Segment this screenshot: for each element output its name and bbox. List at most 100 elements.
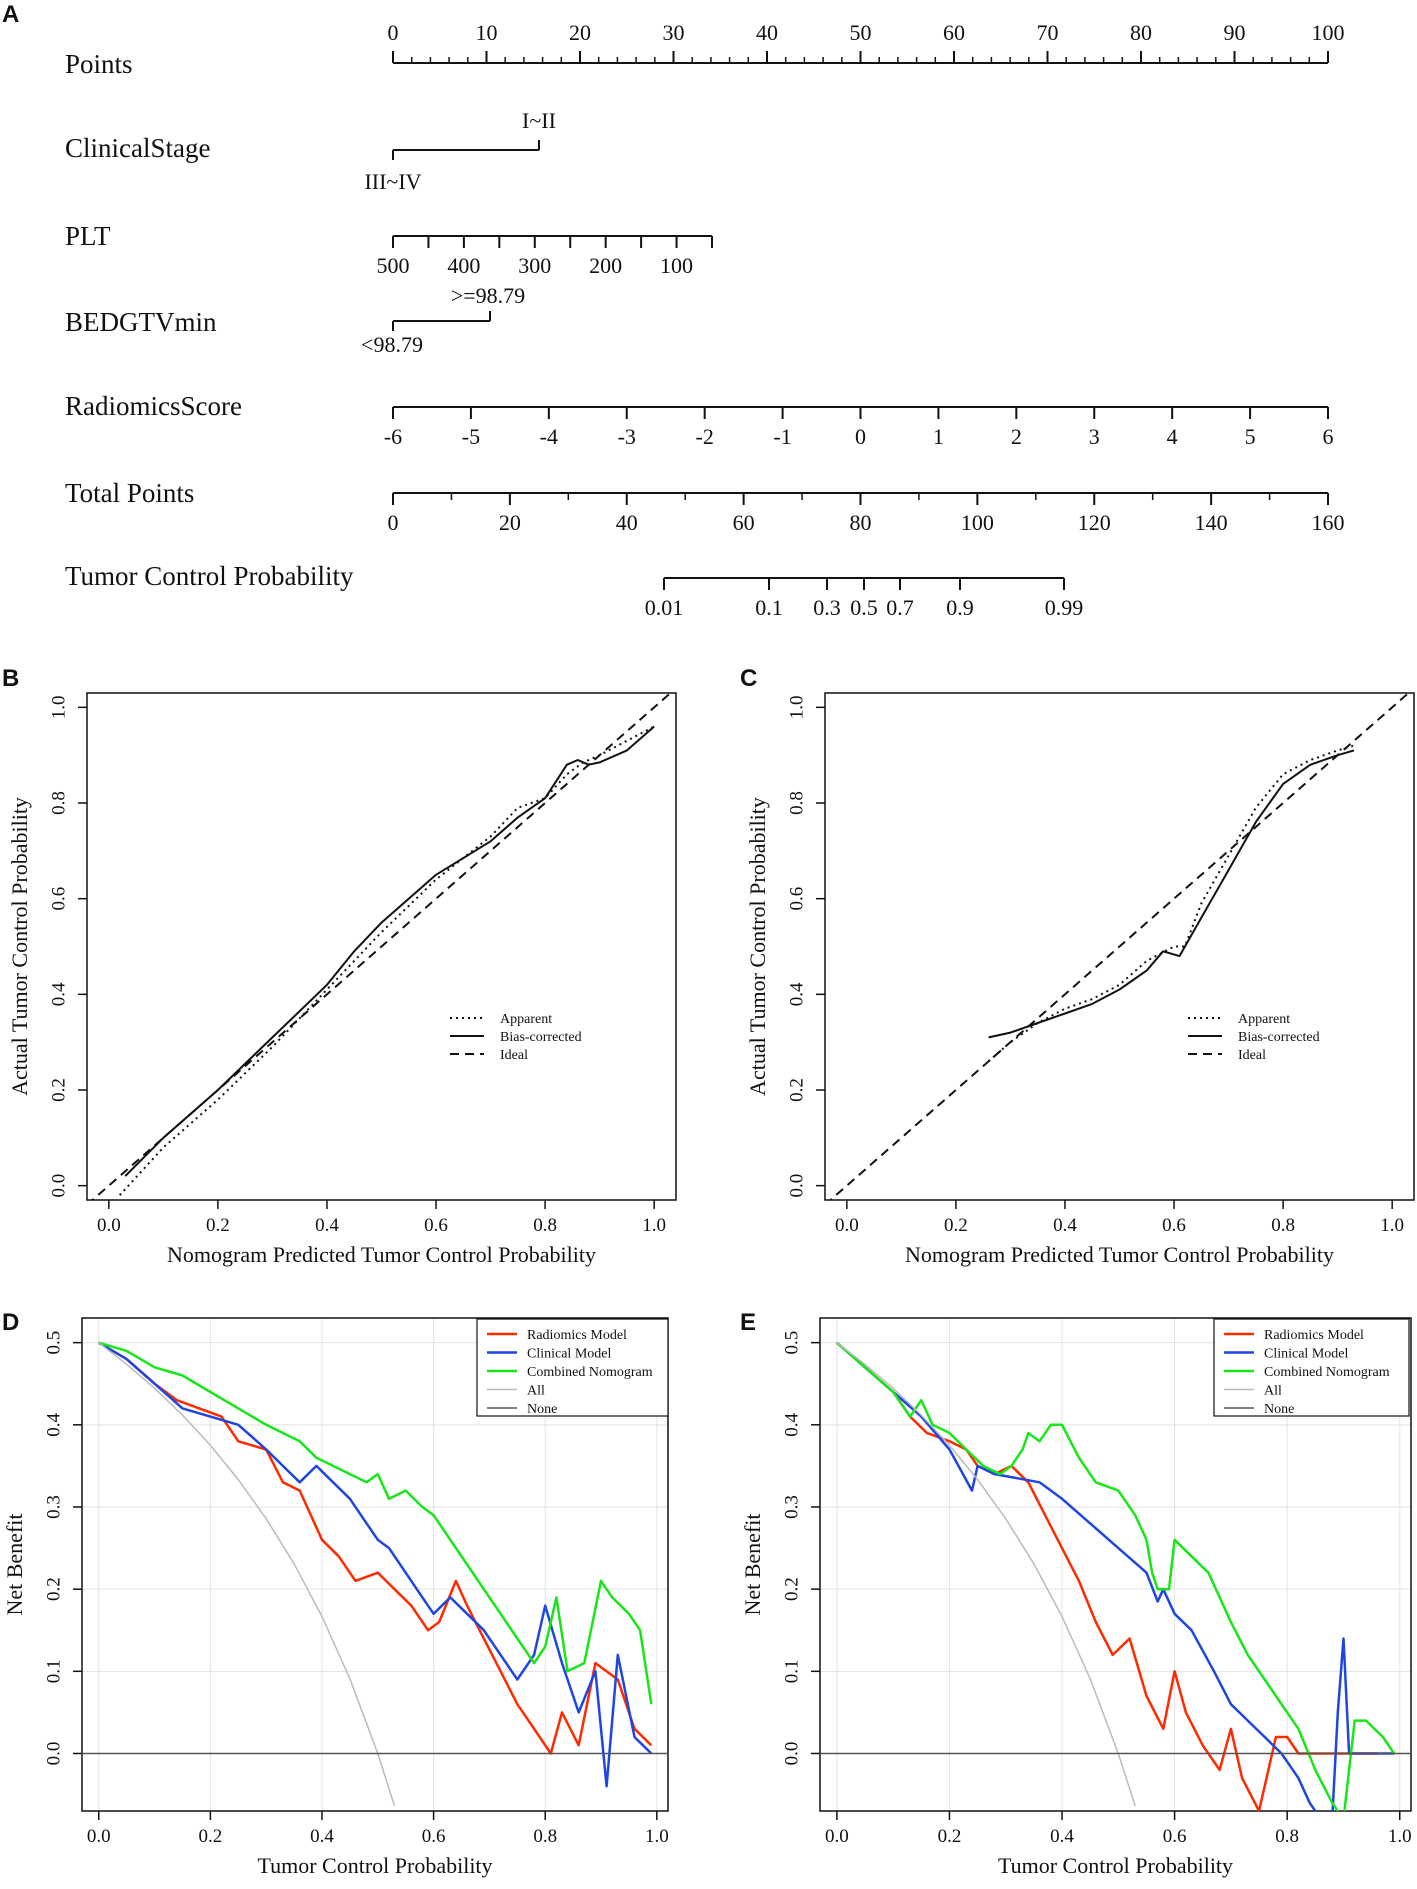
- y-tick-label-0-1: 0.1: [43, 1659, 64, 1683]
- x-tick-label-0-0: 0.0: [835, 1215, 859, 1236]
- points-scale: 0 10 20 30 40 50 60 70 80 90 100: [388, 20, 1345, 64]
- radiomics-score-tick-label-6: -6: [384, 424, 402, 449]
- y-tick-label-0-6: 0.6: [786, 887, 807, 911]
- radiomics-score-tick-label-5: 5: [1245, 424, 1256, 449]
- plt-scale: 500 400 300 200 100: [377, 235, 713, 278]
- total-points-tick-label-160: 160: [1312, 510, 1345, 535]
- x-tick-label-0-2: 0.2: [206, 1215, 230, 1236]
- tcp-tick-label-0-5: 0.5: [850, 595, 878, 620]
- legend-label-ideal: Ideal: [500, 1048, 528, 1063]
- total-points-tick-label-0: 0: [388, 510, 399, 535]
- x-tick-label-0-2: 0.2: [938, 1826, 962, 1847]
- x-tick-label-0-2: 0.2: [198, 1826, 222, 1847]
- x-tick-label-0-8: 0.8: [1271, 1215, 1295, 1236]
- row-label-tumor-control-probability: Tumor Control Probability: [65, 561, 354, 591]
- series-clinical-model: [836, 1341, 1395, 1811]
- x-tick-label-0-2: 0.2: [944, 1215, 968, 1236]
- series-clinical-model: [98, 1341, 653, 1788]
- radiomics-score-tick-label-5: -5: [462, 424, 480, 449]
- y-tick-label-0-8: 0.8: [48, 791, 69, 815]
- radiomics-score-scale: -6 -5 -4 -3 -2 -1 0 1 2 3 4 5 6: [384, 406, 1334, 449]
- series-ideal: [828, 693, 1411, 1200]
- plot-frame: [819, 1317, 1412, 1812]
- total-points-tick-label-20: 20: [499, 510, 521, 535]
- row-label-radiomics-score: RadiomicsScore: [65, 391, 242, 421]
- series-all: [98, 1342, 396, 1807]
- x-axis-title: Tumor Control Probability: [998, 1853, 1233, 1878]
- series-apparent: [118, 725, 655, 1196]
- tcp-tick-label-0-01: 0.01: [645, 595, 684, 620]
- y-axis-title: Actual Tumor Control Probability: [7, 797, 32, 1096]
- series-combined-nomogram: [836, 1341, 1396, 1811]
- decision-curve-training: 0.0 0.2 0.4 0.6 0.8 1.0 0.0 0.1 0.2 0.3 0.4 0.5 Tumo…: [2, 1317, 669, 1878]
- x-tick-label-0-6: 0.6: [1163, 1826, 1187, 1847]
- tcp-tick-label-0-9: 0.9: [946, 595, 974, 620]
- y-tick-label-1-0: 1.0: [786, 695, 807, 719]
- plot-area: [820, 1341, 1411, 1811]
- x-tick-label-0-4: 0.4: [310, 1826, 334, 1847]
- y-axis-title: Actual Tumor Control Probability: [745, 797, 770, 1096]
- panel-letter-a: A: [2, 1, 19, 28]
- clinical-stage-scale: I~II III~IV: [364, 108, 556, 194]
- legend-label-radiomics-model: Radiomics Model: [1264, 1328, 1364, 1343]
- y-axis-title: Net Benefit: [2, 1513, 27, 1615]
- points-tick-label-20: 20: [569, 20, 591, 45]
- calibration-plot-training: 0.0 0.2 0.4 0.6 0.8 1.0 0.0 0.2 0.4 0.6 0.8 1.0 Nomo…: [7, 692, 677, 1267]
- calibration-plot-validation: 0.0 0.2 0.4 0.6 0.8 1.0 0.0 0.2 0.4 0.6 0.8 1.0 Nomo…: [745, 692, 1415, 1267]
- x-axis-title: Nomogram Predicted Tumor Control Probabi…: [905, 1242, 1334, 1267]
- panel-letter-b: B: [2, 665, 19, 692]
- radiomics-score-tick-label-4: -4: [540, 424, 558, 449]
- legend-label-all: All: [527, 1384, 545, 1399]
- y-tick-label-0-8: 0.8: [786, 791, 807, 815]
- row-label-plt: PLT: [65, 221, 111, 251]
- plt-tick-label-300: 300: [518, 253, 551, 278]
- decision-curve-validation: 0.0 0.2 0.4 0.6 0.8 1.0 0.0 0.1 0.2 0.3 0.4 0.5 Tumo…: [740, 1317, 1412, 1878]
- total-points-scale: 0 20 40 60 80 100 120 140 160: [388, 492, 1345, 535]
- x-tick-label-0-4: 0.4: [1050, 1826, 1074, 1847]
- y-tick-label-0-3: 0.3: [43, 1495, 64, 1519]
- y-tick-label-0-2: 0.2: [786, 1078, 807, 1102]
- legend-label-combined-nomogram: Combined Nomogram: [527, 1365, 653, 1380]
- points-tick-label-70: 70: [1037, 20, 1059, 45]
- x-tick-label-0-6: 0.6: [424, 1215, 448, 1236]
- row-label-points: Points: [65, 49, 133, 79]
- tcp-tick-label-0-1: 0.1: [755, 595, 783, 620]
- panel-letter-e: E: [740, 1309, 756, 1336]
- radiomics-score-tick-label-2: 2: [1011, 424, 1022, 449]
- radiomics-score-tick-label-0: 0: [855, 424, 866, 449]
- bedgtvmin-scale: >=98.79 <98.79: [361, 283, 525, 357]
- radiomics-score-tick-label-1: -1: [773, 424, 791, 449]
- points-tick-label-10: 10: [476, 20, 498, 45]
- legend-label-clinical-model: Clinical Model: [527, 1347, 611, 1362]
- y-tick-label-0-2: 0.2: [48, 1078, 69, 1102]
- points-tick-label-0: 0: [388, 20, 399, 45]
- stage-label-i-ii: I~II: [522, 108, 556, 133]
- x-axis-title: Tumor Control Probability: [257, 1853, 492, 1878]
- legend-label-combined-nomogram: Combined Nomogram: [1264, 1365, 1390, 1380]
- y-tick-label-0-5: 0.5: [781, 1331, 802, 1355]
- points-tick-label-60: 60: [943, 20, 965, 45]
- legend-label-none: None: [1264, 1402, 1294, 1417]
- tcp-tick-label-0-99: 0.99: [1045, 595, 1084, 620]
- x-tick-label-0-0: 0.0: [97, 1215, 121, 1236]
- y-tick-label-0-4: 0.4: [786, 982, 807, 1006]
- plot-area: [90, 693, 673, 1200]
- tcp-tick-label-0-7: 0.7: [886, 595, 914, 620]
- panel-letter-d: D: [2, 1309, 19, 1336]
- total-points-tick-label-40: 40: [616, 510, 638, 535]
- x-tick-label-1-0: 1.0: [645, 1826, 669, 1847]
- plt-tick-label-500: 500: [377, 253, 410, 278]
- plt-tick-label-400: 400: [447, 253, 480, 278]
- plt-tick-label-200: 200: [589, 253, 622, 278]
- x-tick-label-0-0: 0.0: [87, 1826, 111, 1847]
- row-label-clinical-stage: ClinicalStage: [65, 133, 210, 163]
- points-tick-label-100: 100: [1312, 20, 1345, 45]
- radiomics-score-tick-label-2: -2: [696, 424, 714, 449]
- plot-frame: [86, 692, 677, 1201]
- row-label-bedgtvmin: BEDGTVmin: [65, 307, 217, 337]
- stage-label-iii-iv: III~IV: [364, 169, 421, 194]
- x-tick-label-0-8: 0.8: [1275, 1826, 1299, 1847]
- plot-area: [82, 1341, 668, 1807]
- series-radiomics-model: [836, 1341, 1378, 1811]
